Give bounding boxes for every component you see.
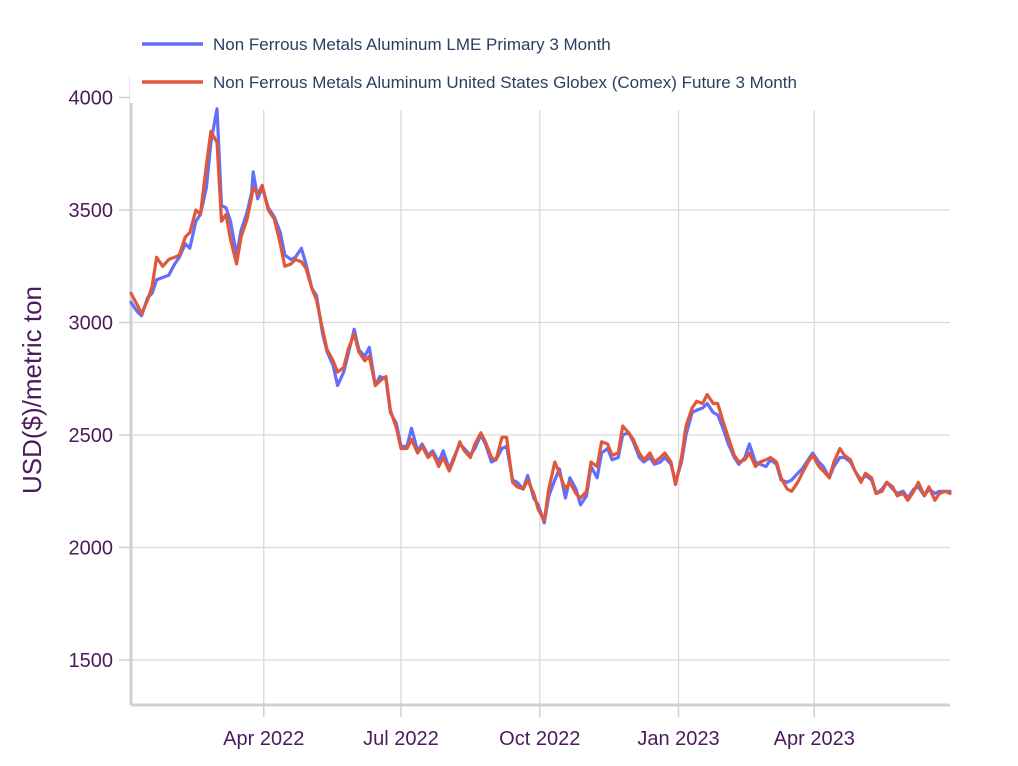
y-tick-label: 1500 xyxy=(69,650,114,672)
legend-item[interactable]: Non Ferrous Metals Aluminum United State… xyxy=(142,73,797,92)
y-tick-label: 2000 xyxy=(69,538,114,560)
x-tick-label: Apr 2023 xyxy=(774,728,855,750)
y-tick-label: 4000 xyxy=(69,88,114,110)
legend-background xyxy=(130,25,952,103)
x-tick-label: Apr 2022 xyxy=(223,728,304,750)
legend-label: Non Ferrous Metals Aluminum United State… xyxy=(213,73,797,92)
y-tick-label: 3000 xyxy=(69,313,114,335)
series-group xyxy=(129,107,952,525)
x-tick-label: Jan 2023 xyxy=(637,728,719,750)
legend-label: Non Ferrous Metals Aluminum LME Primary … xyxy=(213,35,611,54)
legend-item[interactable]: Non Ferrous Metals Aluminum LME Primary … xyxy=(142,35,611,54)
x-tick-label: Jul 2022 xyxy=(363,728,439,750)
x-tick-labels: Apr 2022 Jul 2022 Oct 2022 Jan 2023 Apr 2023 xyxy=(223,728,855,750)
y-tick-label: 3500 xyxy=(69,200,114,222)
series-line-lme-primary xyxy=(129,107,952,525)
y-tick-label: 2500 xyxy=(69,425,114,447)
x-tick-label: Oct 2022 xyxy=(499,728,580,750)
series-line-comex-future xyxy=(129,129,952,523)
y-axis-title: USD($)/metric ton xyxy=(17,286,47,494)
y-tick-labels: 1500 2000 2500 3000 3500 4000 xyxy=(69,88,114,673)
grid xyxy=(119,96,950,717)
legend[interactable]: Non Ferrous Metals Aluminum LME Primary … xyxy=(130,25,952,103)
axes xyxy=(129,75,950,707)
